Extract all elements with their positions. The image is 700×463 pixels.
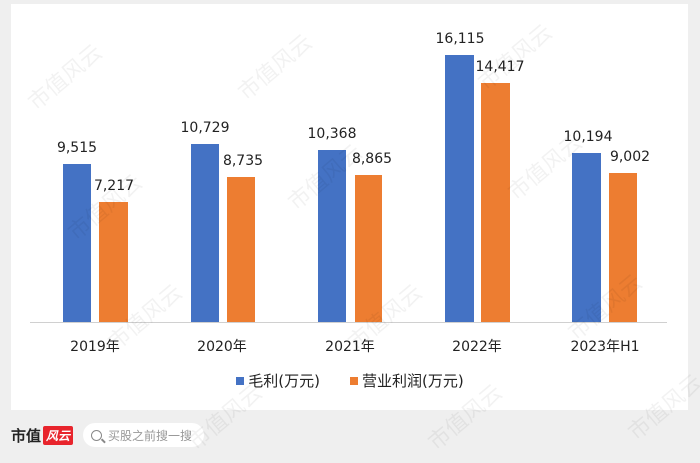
value-label: 10,368 [307, 126, 357, 142]
legend-item-operating-profit: 营业利润(万元) [350, 370, 464, 391]
brand-logo-text: 市值 [11, 426, 42, 445]
x-tick-label: 2020年 [197, 339, 247, 355]
value-label: 14,417 [475, 59, 525, 75]
x-tick-label: 2023年H1 [570, 339, 640, 355]
legend-item-gross-profit: 毛利(万元) [236, 370, 320, 391]
brand-logo-badge: 风云 [43, 425, 74, 445]
search-icon [91, 429, 103, 441]
bar-gross-profit-2019 [63, 164, 91, 322]
bar-operating-profit-2019 [99, 202, 128, 322]
bar-gross-profit-2021 [318, 150, 346, 322]
legend-label: 营业利润(万元) [362, 372, 464, 390]
x-tick-label: 2019年 [70, 339, 120, 355]
chart-legend: 毛利(万元) 营业利润(万元) [0, 370, 700, 391]
search-placeholder: 买股之前搜一搜 [108, 428, 193, 443]
legend-swatch-blue [236, 376, 245, 385]
value-label: 9,002 [609, 149, 651, 165]
x-tick-label: 2021年 [325, 339, 375, 355]
footer-bar: 市值 风云 买股之前搜一搜 [11, 420, 205, 450]
legend-swatch-orange [350, 376, 358, 385]
value-label: 10,729 [180, 120, 230, 136]
bar-gross-profit-2022 [445, 55, 474, 322]
legend-label: 毛利(万元) [248, 372, 320, 390]
value-label: 8,865 [351, 151, 393, 167]
bar-operating-profit-2021 [355, 175, 382, 322]
bar-operating-profit-2020 [227, 177, 255, 322]
bar-operating-profit-2022 [481, 83, 510, 322]
x-axis-line [30, 322, 667, 323]
x-tick-label: 2022年 [452, 339, 502, 355]
value-label: 8,735 [222, 153, 264, 169]
bar-gross-profit-2023h1 [572, 153, 601, 322]
value-label: 16,115 [435, 31, 485, 47]
search-box[interactable]: 买股之前搜一搜 [83, 423, 205, 447]
bar-gross-profit-2020 [191, 144, 219, 322]
bar-operating-profit-2023h1 [609, 173, 637, 322]
value-label: 10,194 [563, 129, 613, 145]
value-label: 7,217 [93, 178, 135, 194]
value-label: 9,515 [56, 140, 98, 156]
